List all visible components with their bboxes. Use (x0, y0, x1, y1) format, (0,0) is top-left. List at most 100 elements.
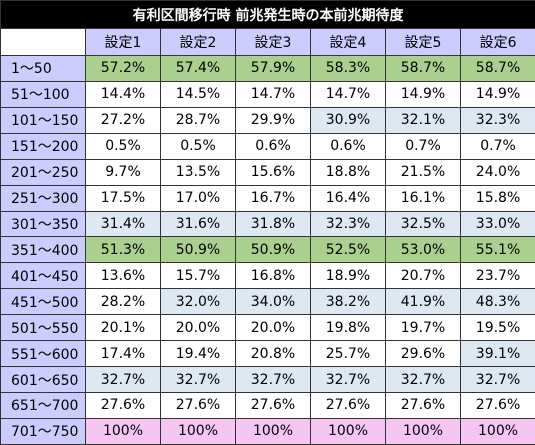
value-cell: 15.6% (235, 158, 311, 186)
value-cell: 31.8% (235, 210, 311, 238)
value-cell: 19.8% (310, 314, 386, 342)
value-cell: 20.1% (85, 314, 161, 342)
value-cell: 27.6% (235, 391, 311, 419)
table-row: 51～100 14.4% 14.5% 14.7% 14.7% 14.9% 14.9% (0, 80, 535, 108)
value-cell: 27.6% (385, 391, 461, 419)
value-cell: 32.7% (310, 366, 386, 393)
row-label: 151～200 (0, 132, 86, 160)
value-cell: 17.5% (85, 184, 161, 212)
value-cell: 58.7% (385, 55, 461, 82)
column-header: 設定1 (85, 28, 161, 56)
column-header: 設定4 (310, 28, 386, 56)
value-cell: 100% (459, 417, 535, 445)
value-cell: 50.9% (160, 236, 236, 264)
row-label: 701～750 (0, 417, 86, 445)
table-row: 401～450 13.6% 15.7% 16.8% 18.9% 20.7% 23.7% (0, 262, 535, 290)
row-label: 451～500 (0, 288, 86, 316)
column-header: 設定6 (459, 28, 535, 56)
value-cell: 14.4% (85, 80, 161, 108)
value-cell: 29.9% (235, 106, 311, 134)
value-cell: 39.1% (459, 340, 535, 368)
column-header: 設定5 (385, 28, 461, 56)
value-cell: 52.5% (310, 236, 386, 264)
value-cell: 25.7% (310, 340, 386, 368)
value-cell: 0.7% (459, 132, 535, 160)
value-cell: 51.3% (85, 236, 161, 264)
table-row: 601～650 32.7% 32.7% 32.7% 32.7% 32.7% 32.7% (0, 366, 535, 393)
value-cell: 0.5% (160, 132, 236, 160)
value-cell: 9.7% (85, 158, 161, 186)
value-cell: 50.9% (235, 236, 311, 264)
table-row: 101～150 27.2% 28.7% 29.9% 30.9% 32.1% 32.3% (0, 106, 535, 134)
value-cell: 100% (85, 417, 161, 445)
value-cell: 33.0% (459, 210, 535, 238)
value-cell: 14.9% (385, 80, 461, 108)
value-cell: 57.9% (235, 55, 311, 82)
row-label: 351～400 (0, 236, 86, 264)
value-cell: 20.0% (235, 314, 311, 342)
value-cell: 28.7% (160, 106, 236, 134)
value-cell: 14.7% (310, 80, 386, 108)
table-row: 551～600 17.4% 19.4% 20.8% 25.7% 29.6% 39.1% (0, 340, 535, 368)
value-cell: 32.3% (459, 106, 535, 134)
value-cell: 32.5% (385, 210, 461, 238)
row-label: 251～300 (0, 184, 86, 212)
value-cell: 57.2% (85, 55, 161, 82)
value-cell: 32.7% (85, 366, 161, 393)
table-row: 251～300 17.5% 17.0% 16.7% 16.4% 16.1% 15.8% (0, 184, 535, 212)
value-cell: 32.7% (235, 366, 311, 393)
table-title: 有利区間移行時 前兆発生時の本前兆期待度 (0, 0, 535, 29)
row-label: 651～700 (0, 391, 86, 419)
column-header: 設定3 (235, 28, 311, 56)
value-cell: 41.9% (385, 288, 461, 316)
row-label: 201～250 (0, 158, 86, 186)
row-label: 551～600 (0, 340, 86, 368)
value-cell: 27.2% (85, 106, 161, 134)
value-cell: 19.5% (459, 314, 535, 342)
value-cell: 32.1% (385, 106, 461, 134)
table-row: 701～750 100% 100% 100% 100% 100% 100% (0, 417, 535, 445)
title-row: 有利区間移行時 前兆発生時の本前兆期待度 (0, 0, 535, 29)
value-cell: 13.6% (85, 262, 161, 290)
value-cell: 16.8% (235, 262, 311, 290)
row-label: 51～100 (0, 80, 86, 108)
value-cell: 14.5% (160, 80, 236, 108)
value-cell: 16.1% (385, 184, 461, 212)
value-cell: 31.6% (160, 210, 236, 238)
value-cell: 34.0% (235, 288, 311, 316)
value-cell: 18.8% (310, 158, 386, 186)
table-row: 451～500 28.2% 32.0% 34.0% 38.2% 41.9% 48.3% (0, 288, 535, 316)
value-cell: 19.4% (160, 340, 236, 368)
row-label: 1～50 (0, 55, 86, 82)
value-cell: 100% (235, 417, 311, 445)
value-cell: 27.6% (85, 391, 161, 419)
value-cell: 31.4% (85, 210, 161, 238)
value-cell: 13.5% (160, 158, 236, 186)
value-cell: 32.7% (459, 366, 535, 393)
value-cell: 32.7% (160, 366, 236, 393)
table-row: 301～350 31.4% 31.6% 31.8% 32.3% 32.5% 33.0% (0, 210, 535, 238)
value-cell: 27.6% (310, 391, 386, 419)
row-label: 301～350 (0, 210, 86, 238)
value-cell: 16.7% (235, 184, 311, 212)
value-cell: 0.6% (235, 132, 311, 160)
value-cell: 18.9% (310, 262, 386, 290)
value-cell: 20.0% (160, 314, 236, 342)
value-cell: 58.3% (310, 55, 386, 82)
corner-cell (0, 28, 86, 56)
value-cell: 53.0% (385, 236, 461, 264)
value-cell: 48.3% (459, 288, 535, 316)
value-cell: 19.7% (385, 314, 461, 342)
value-cell: 17.4% (85, 340, 161, 368)
table-row: 201～250 9.7% 13.5% 15.6% 18.8% 21.5% 24.0% (0, 158, 535, 186)
value-cell: 14.7% (235, 80, 311, 108)
row-label: 601～650 (0, 366, 86, 393)
value-cell: 15.8% (459, 184, 535, 212)
value-cell: 30.9% (310, 106, 386, 134)
value-cell: 38.2% (310, 288, 386, 316)
value-cell: 32.3% (310, 210, 386, 238)
value-cell: 17.0% (160, 184, 236, 212)
value-cell: 100% (310, 417, 386, 445)
value-cell: 15.7% (160, 262, 236, 290)
